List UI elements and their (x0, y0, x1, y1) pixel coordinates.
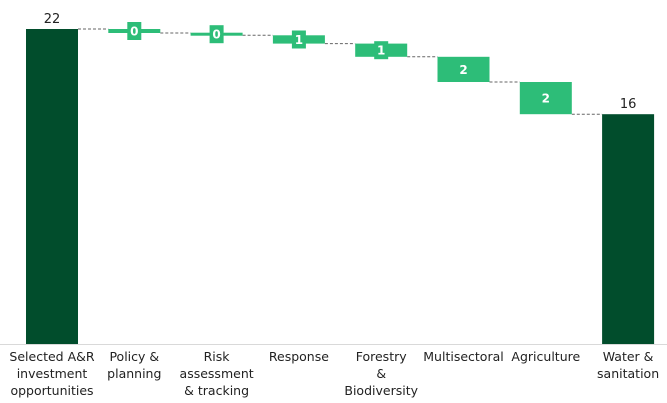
category-label: Selected A&R investment opportunities (9, 349, 94, 398)
category-label: Policy & planning (107, 349, 161, 381)
total-value-label: 22 (44, 12, 61, 27)
delta-value-label: 0 (212, 28, 220, 42)
category-label: Multisectoral (423, 349, 503, 364)
category-labels: Selected A&R investment opportunities Polic… (9, 349, 659, 398)
delta-value-label: 1 (295, 33, 303, 47)
delta-value-label: 0 (130, 25, 138, 39)
category-label: Risk assessment & tracking (180, 349, 254, 398)
delta-value-label: 2 (459, 63, 467, 77)
delta-value-label: 1 (377, 44, 385, 58)
delta-value-label: 2 (542, 92, 550, 106)
total-bar (602, 114, 655, 344)
delta-label-background (209, 25, 224, 44)
total-bar (26, 29, 78, 344)
delta-bar (519, 82, 572, 115)
bars (26, 29, 655, 344)
category-label: Response (269, 349, 329, 364)
delta-label-background (127, 22, 142, 40)
delta-label-background (374, 41, 389, 60)
category-label: Water & sanitation (597, 349, 659, 381)
category-label: Agriculture (511, 349, 580, 364)
delta-label-background (291, 30, 306, 49)
category-label: Forestry & Biodiversity (344, 349, 418, 398)
total-value-label: 16 (620, 97, 637, 112)
delta-bar (437, 56, 490, 82)
connector-lines (0, 28, 667, 345)
